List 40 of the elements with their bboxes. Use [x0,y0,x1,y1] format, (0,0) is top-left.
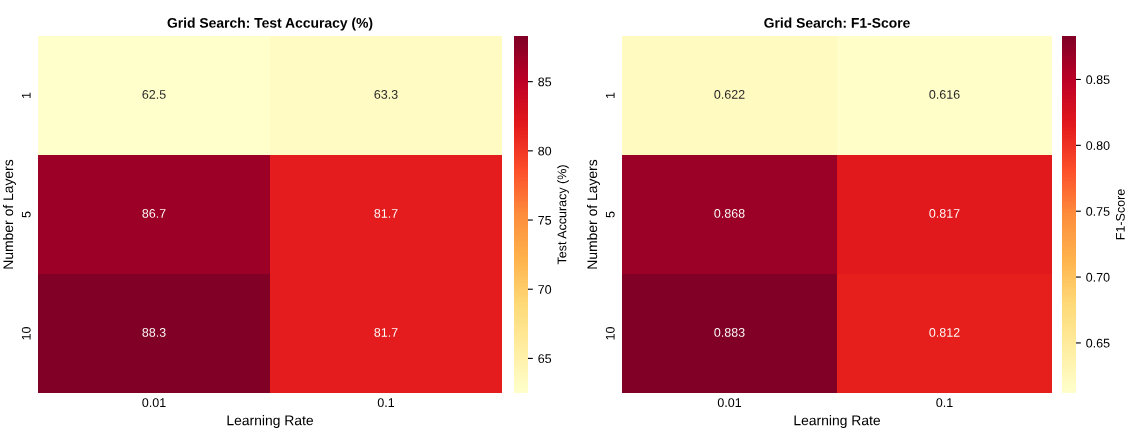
data-label: 0.616 [929,90,960,99]
x-tick-label: 0.1 [936,398,953,408]
color-bar-label: 0.75 [1086,207,1110,216]
color-bar-title: Test Accuracy (%) [557,165,569,265]
color-bar-title: F1-Score [1115,189,1125,240]
data-label: 81.7 [374,328,398,337]
data-label: 0.622 [714,90,745,99]
color-bar-label: 80 [538,146,552,156]
data-label: 0.883 [714,328,745,337]
color-bar-label: 65 [538,354,552,364]
color-bar-label: 75 [538,215,552,225]
x-tick-label: 0.01 [142,398,166,408]
data-label: 0.817 [929,209,960,218]
y-tick-label: 5 [605,211,615,218]
x-tick-label: 0.1 [377,398,395,408]
color-bar-label: 0.70 [1086,272,1110,282]
data-label: 63.3 [374,90,398,99]
data-label: 0.812 [929,328,960,337]
chart-title: Grid Search: Test Accuracy (%) [167,17,373,31]
x-axis-title: Learning Rate [794,415,881,428]
data-label: 0.868 [714,209,745,218]
color-bar-label: 0.65 [1086,338,1110,348]
y-axis-title: Number of Layers [2,159,16,269]
y-axis-title: Number of Layers [586,159,600,269]
y-tick-label: 10 [21,327,31,340]
y-tick-label: 1 [21,92,31,99]
data-label: 86.7 [142,209,166,218]
data-label: 81.7 [374,209,398,218]
chart-title: Grid Search: F1-Score [764,17,910,28]
color-bar-label: 0.85 [1086,75,1110,85]
data-label: 62.5 [142,90,166,99]
y-tick-label: 1 [605,92,615,99]
data-label: 88.3 [142,328,166,337]
color-bar-label: 0.80 [1086,141,1110,150]
y-tick-label: 5 [21,211,31,218]
x-tick-label: 0.01 [717,398,742,408]
color-bar-label: 85 [538,77,552,87]
color-bar-label: 70 [538,285,552,294]
x-axis-title: Learning Rate [227,415,314,428]
y-tick-label: 10 [605,327,615,340]
